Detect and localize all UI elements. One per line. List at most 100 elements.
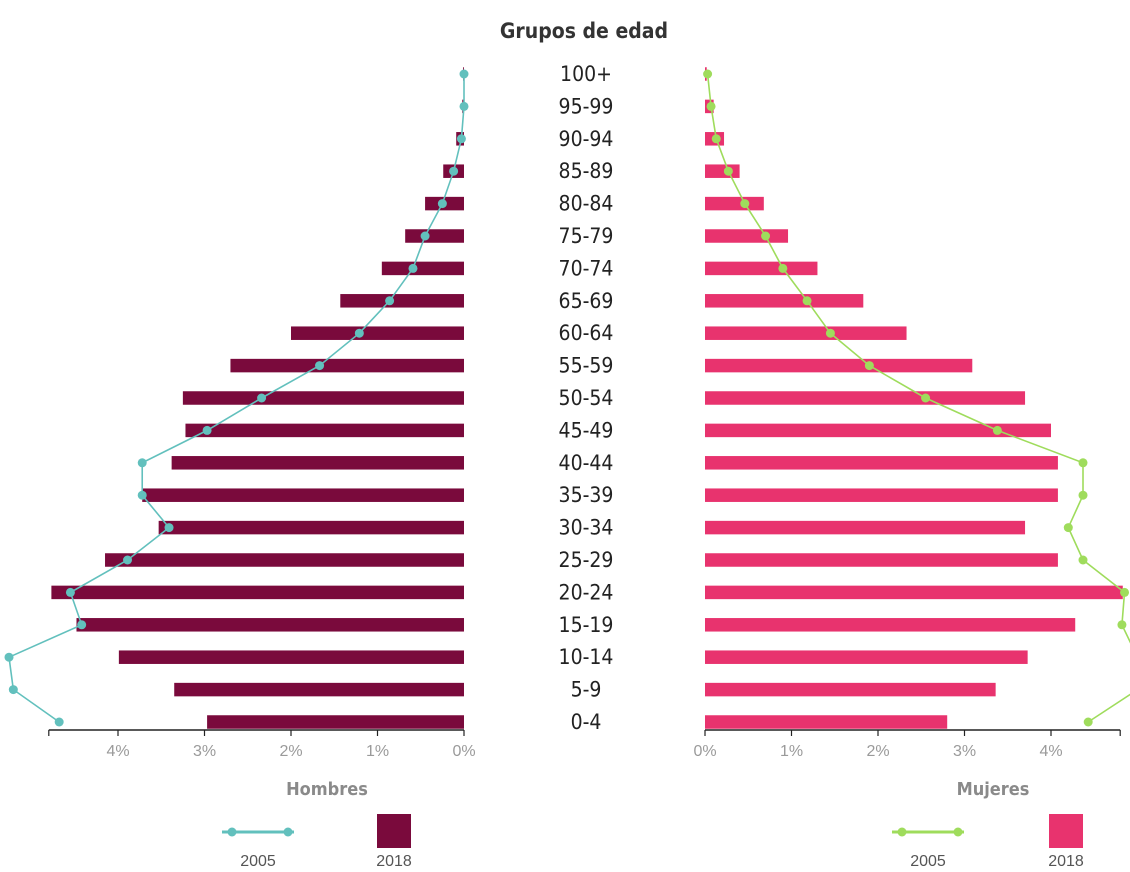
bar-2018-mujeres-20-24 <box>705 585 1123 600</box>
point-2005-mujeres-55-59 <box>864 361 874 371</box>
point-2005-mujeres-75-79 <box>761 231 771 241</box>
bar-2018-mujeres-35-39 <box>705 488 1058 502</box>
age-label-15-19: 15-19 <box>559 613 614 637</box>
point-2005-hombres-45-49 <box>202 425 212 435</box>
bar-2018-hombres-5-9 <box>174 682 464 697</box>
point-2005-hombres-60-64 <box>354 328 364 338</box>
point-2005-hombres-5-9 <box>8 685 18 695</box>
bar-2018-hombres-45-49 <box>185 423 464 438</box>
point-2005-mujeres-70-74 <box>778 263 788 273</box>
bar-2018-mujeres-65-69 <box>705 294 864 308</box>
bar-2018-hombres-35-39 <box>142 488 464 502</box>
bar-2018-mujeres-10-14 <box>705 650 1028 664</box>
age-label-45-49: 45-49 <box>559 418 614 442</box>
age-label-90-94: 90-94 <box>559 127 614 151</box>
x-tick-label-mujeres: 4% <box>1039 743 1062 760</box>
bar-2018-hombres-55-59 <box>230 358 464 373</box>
bar-2018-mujeres-15-19 <box>705 618 1076 632</box>
point-2005-hombres-55-59 <box>315 361 325 371</box>
point-2005-mujeres-95-99 <box>706 101 716 111</box>
age-label-70-74: 70-74 <box>559 256 614 280</box>
point-2005-mujeres-15-19 <box>1117 620 1127 630</box>
bar-2018-mujeres-60-64 <box>705 326 907 340</box>
point-2005-mujeres-45-49 <box>992 425 1002 435</box>
bar-2018-hombres-10-14 <box>118 650 465 664</box>
age-label-25-29: 25-29 <box>559 548 614 572</box>
legend-hombres: 2005 2018 <box>222 814 412 870</box>
age-label-80-84: 80-84 <box>559 192 614 216</box>
bar-2018-hombres-50-54 <box>182 391 464 405</box>
point-2005-mujeres-20-24 <box>1120 587 1130 597</box>
point-2005-mujeres-60-64 <box>825 328 835 338</box>
bar-2018-mujeres-85-89 <box>705 164 740 178</box>
point-2005-mujeres-40-44 <box>1078 458 1088 468</box>
bar-2018-mujeres-0-4 <box>705 715 948 729</box>
bar-2018-hombres-75-79 <box>405 229 464 243</box>
point-2005-hombres-30-34 <box>164 523 174 533</box>
point-2005-mujeres-80-84 <box>740 199 750 209</box>
legend-mujeres: 2005 2018 <box>892 814 1084 870</box>
point-2005-hombres-25-29 <box>123 555 133 565</box>
bar-2018-mujeres-40-44 <box>705 456 1058 470</box>
point-2005-hombres-70-74 <box>408 263 418 273</box>
bar-2018-mujeres-50-54 <box>705 391 1026 405</box>
point-2005-hombres-20-24 <box>65 587 75 597</box>
bar-2018-mujeres-70-74 <box>705 261 818 276</box>
point-2005-mujeres-30-34 <box>1063 523 1073 533</box>
point-2005-hombres-0-4 <box>54 717 64 727</box>
legend-bar-swatch <box>377 814 411 848</box>
chart-title: Grupos de edad <box>500 19 668 43</box>
age-label-75-79: 75-79 <box>559 224 614 248</box>
point-2005-hombres-90-94 <box>456 134 466 144</box>
legend-label-2018: 2018 <box>1048 853 1084 870</box>
age-label-95-99: 95-99 <box>559 94 614 118</box>
bar-2018-mujeres-45-49 <box>705 423 1051 438</box>
point-2005-hombres-40-44 <box>137 458 147 468</box>
bar-2018-hombres-0-4 <box>207 715 464 729</box>
age-label-60-64: 60-64 <box>559 321 614 345</box>
bar-2018-hombres-20-24 <box>51 585 465 600</box>
bar-2018-mujeres-5-9 <box>705 682 996 697</box>
age-label-20-24: 20-24 <box>559 580 614 604</box>
age-label-55-59: 55-59 <box>559 354 614 378</box>
bar-2018-mujeres-30-34 <box>705 520 1026 535</box>
panel-label-hombres: Hombres <box>286 779 368 800</box>
x-tick-label-mujeres: 3% <box>953 743 976 760</box>
point-2005-mujeres-35-39 <box>1078 490 1088 500</box>
legend-line-marker <box>953 827 963 837</box>
bar-2018-hombres-15-19 <box>76 618 464 632</box>
point-2005-mujeres-90-94 <box>711 134 721 144</box>
bar-2018-mujeres-80-84 <box>705 196 764 211</box>
age-label-5-9: 5-9 <box>571 678 602 702</box>
x-tick-label-hombres: 2% <box>279 743 302 760</box>
legend-line-marker <box>227 827 237 837</box>
age-label-40-44: 40-44 <box>559 451 614 475</box>
age-label-0-4: 0-4 <box>571 710 602 734</box>
x-tick-label-mujeres: 0% <box>693 743 716 760</box>
x-tick-label-mujeres: 2% <box>866 743 889 760</box>
bar-2018-hombres-30-34 <box>158 520 464 535</box>
bar-2018-hombres-60-64 <box>291 326 464 340</box>
age-label-65-69: 65-69 <box>559 289 614 313</box>
legend-bar-swatch <box>1049 814 1083 848</box>
point-2005-mujeres-25-29 <box>1078 555 1088 565</box>
bar-2018-hombres-40-44 <box>171 456 464 470</box>
point-2005-hombres-50-54 <box>257 393 267 403</box>
point-2005-hombres-100+ <box>459 69 469 79</box>
age-label-10-14: 10-14 <box>559 645 614 669</box>
x-tick-label-mujeres: 1% <box>780 743 803 760</box>
age-label-35-39: 35-39 <box>559 483 614 507</box>
x-tick-label-hombres: 4% <box>106 743 129 760</box>
point-2005-hombres-95-99 <box>459 101 469 111</box>
age-label-50-54: 50-54 <box>559 386 614 410</box>
bar-2018-hombres-70-74 <box>381 261 464 276</box>
bar-2018-mujeres-75-79 <box>705 229 789 243</box>
x-tick-label-hombres: 0% <box>452 743 475 760</box>
legend-label-2005: 2005 <box>910 853 946 870</box>
point-2005-mujeres-65-69 <box>802 296 812 306</box>
point-2005-hombres-75-79 <box>420 231 430 241</box>
bar-2018-hombres-65-69 <box>340 294 464 308</box>
point-2005-mujeres-50-54 <box>921 393 931 403</box>
point-2005-mujeres-0-4 <box>1083 717 1093 727</box>
